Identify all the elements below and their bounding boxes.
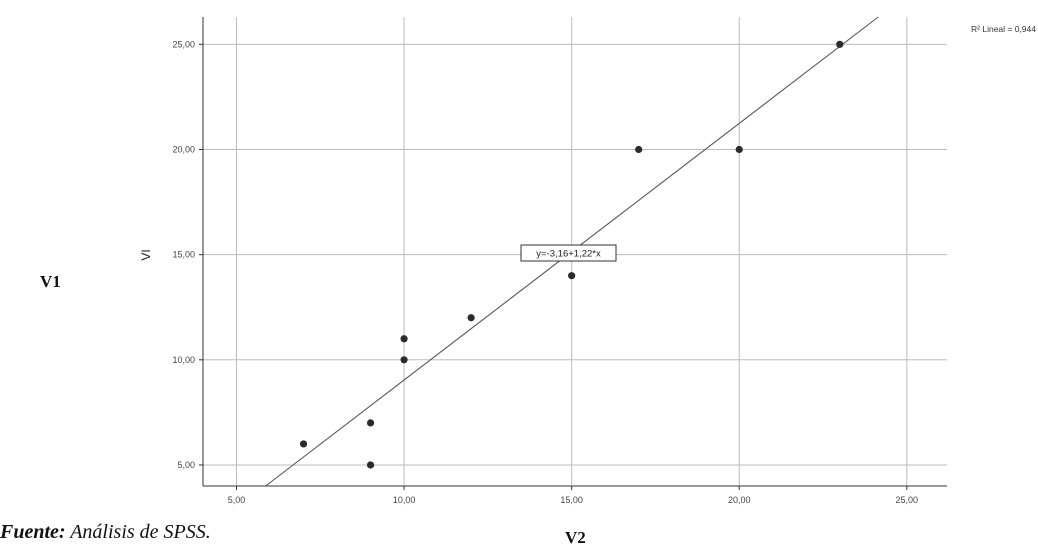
axes bbox=[199, 17, 947, 490]
x-tick-label-4: 25,00 bbox=[896, 495, 919, 505]
annotations: VI y=-3,16+1,22*x R² Lineal = 0,944 bbox=[139, 24, 1036, 262]
y-tick-label-2: 15,00 bbox=[172, 250, 195, 260]
x-tick-label-0: 5,00 bbox=[228, 495, 246, 505]
data-point-4 bbox=[400, 335, 408, 343]
data-point-6 bbox=[568, 272, 576, 280]
tick-labels: 5,00 10,00 15,00 20,00 25,00 5,00 10,00 15,00 20… bbox=[172, 39, 918, 505]
fit-label-box bbox=[520, 244, 617, 262]
y-tick-label-3: 20,00 bbox=[172, 144, 195, 154]
data-point-0 bbox=[299, 440, 308, 448]
fit-equation-label: y=-3,16+1,22*x bbox=[536, 249, 601, 260]
data-point-8 bbox=[735, 145, 743, 154]
data-point-5 bbox=[467, 314, 475, 322]
x-tick-label-2: 15,00 bbox=[560, 495, 583, 505]
source-text: Análisis de SPSS. bbox=[65, 521, 211, 543]
data-points bbox=[299, 40, 844, 469]
data-point-7 bbox=[635, 145, 643, 154]
y-tick-label-4: 25,00 bbox=[172, 39, 195, 49]
y-tick-label-1: 10,00 bbox=[172, 355, 195, 365]
x-tick-label-1: 10,00 bbox=[393, 495, 416, 505]
data-point-3 bbox=[400, 356, 408, 364]
r2-label: R² Lineal = 0,944 bbox=[971, 24, 1036, 34]
scatter-chart: 5,00 10,00 15,00 20,00 25,00 5,00 10,00 15,00 20… bbox=[139, 16, 1036, 505]
grid-lines bbox=[203, 17, 947, 486]
data-point-1 bbox=[366, 419, 375, 427]
y-axis-label: VI bbox=[139, 249, 153, 260]
source-prefix: Fuente: bbox=[0, 521, 66, 543]
side-label-v1: V1 bbox=[40, 272, 61, 291]
data-point-9 bbox=[836, 40, 844, 48]
x-tick-label-3: 20,00 bbox=[728, 495, 751, 505]
bottom-label-v2: V2 bbox=[565, 528, 586, 547]
data-point-2 bbox=[366, 461, 375, 469]
y-tick-label-0: 5,00 bbox=[177, 460, 195, 470]
source-note: Fuente: Análisis de SPSS. bbox=[0, 521, 211, 544]
